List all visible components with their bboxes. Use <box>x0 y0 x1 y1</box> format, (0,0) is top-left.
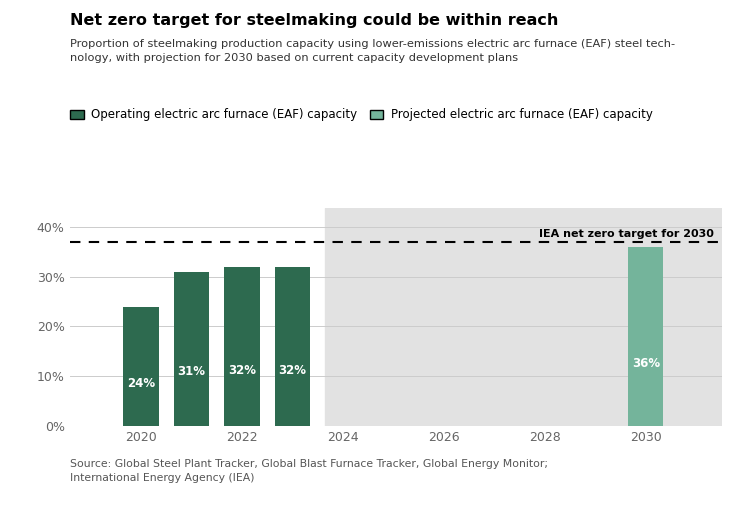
Text: 36%: 36% <box>632 357 660 370</box>
Text: 32%: 32% <box>228 364 256 377</box>
Text: IEA net zero target for 2030: IEA net zero target for 2030 <box>539 229 714 239</box>
Bar <box>628 247 664 426</box>
Bar <box>174 272 209 426</box>
Text: Operating electric arc furnace (EAF) capacity: Operating electric arc furnace (EAF) cap… <box>91 107 357 121</box>
Bar <box>325 208 722 426</box>
Text: Proportion of steelmaking production capacity using lower-emissions electric arc: Proportion of steelmaking production cap… <box>70 39 676 62</box>
Text: 31%: 31% <box>178 365 206 378</box>
Text: Net zero target for steelmaking could be within reach: Net zero target for steelmaking could be… <box>70 13 559 28</box>
Text: Projected electric arc furnace (EAF) capacity: Projected electric arc furnace (EAF) cap… <box>391 107 653 121</box>
Text: 32%: 32% <box>278 364 306 377</box>
Text: 24%: 24% <box>127 377 155 390</box>
Bar <box>124 307 158 426</box>
Bar <box>275 267 310 426</box>
Bar <box>224 267 260 426</box>
Text: Source: Global Steel Plant Tracker, Global Blast Furnace Tracker, Global Energy : Source: Global Steel Plant Tracker, Glob… <box>70 459 548 483</box>
